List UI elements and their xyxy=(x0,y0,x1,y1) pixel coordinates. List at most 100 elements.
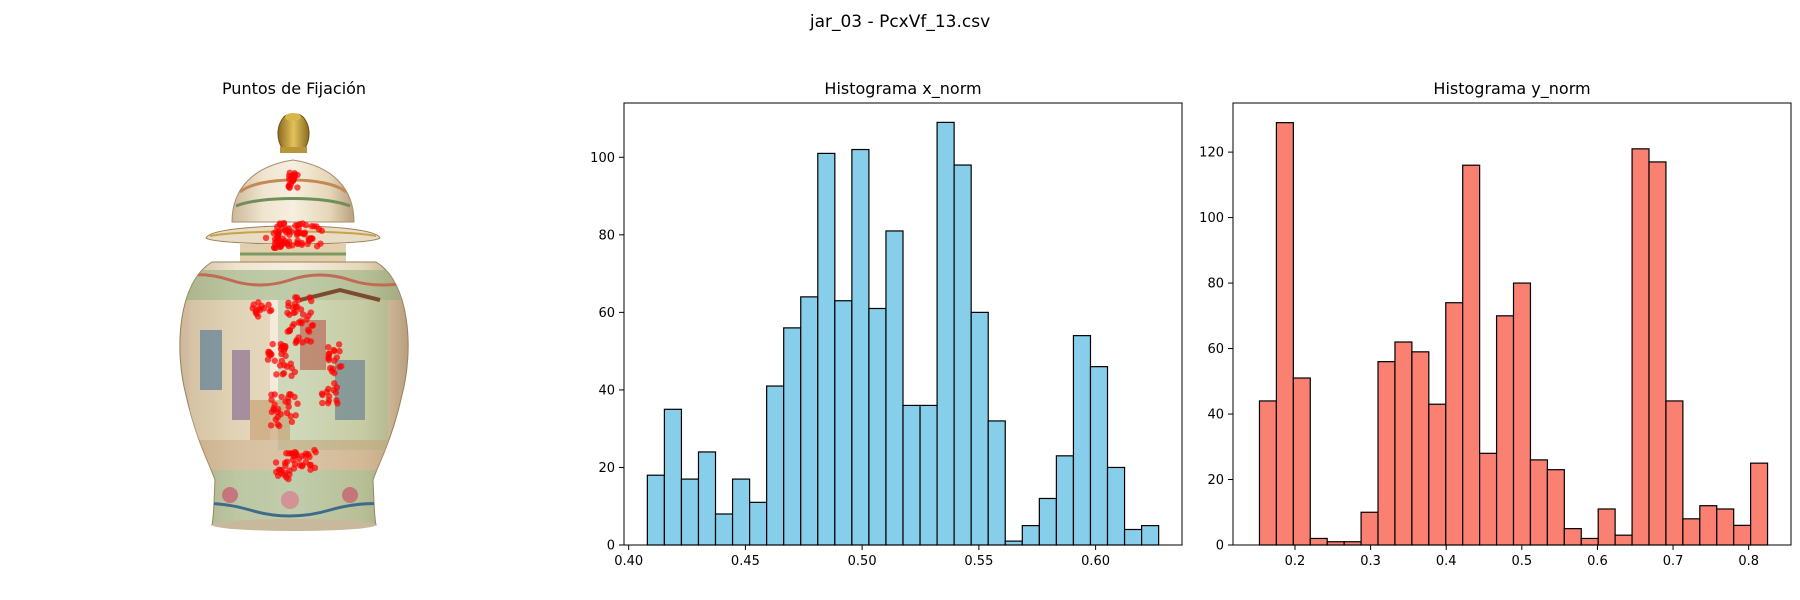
fixation-point xyxy=(310,223,318,230)
histogram-x-xtick-label: 0.40 xyxy=(614,554,643,569)
histogram-x-ytick-label: 60 xyxy=(598,306,615,321)
fixation-point xyxy=(271,244,278,252)
fixation-point xyxy=(325,355,332,362)
fixation-point xyxy=(294,184,301,191)
fixation-point xyxy=(307,235,314,242)
fixation-point xyxy=(292,339,299,347)
histogram-y-ytick-label: 40 xyxy=(1207,408,1224,423)
histogram-y-bar xyxy=(1716,508,1735,546)
histogram-y-bar xyxy=(1275,122,1294,546)
fixation-point xyxy=(307,461,314,469)
fixation-point xyxy=(268,396,275,404)
histogram-y-bar xyxy=(1445,302,1464,546)
fixation-point xyxy=(275,231,282,238)
histogram-y-xtick-label: 0.8 xyxy=(1738,554,1759,569)
histogram-x-bars xyxy=(646,121,1160,546)
fixation-point xyxy=(299,311,307,318)
histogram-x-bar xyxy=(663,408,683,546)
fixation-point xyxy=(289,456,297,463)
fixation-point xyxy=(262,234,270,242)
histogram-x-xtick-label: 0.55 xyxy=(964,554,993,569)
fixation-point xyxy=(278,393,285,401)
histogram-y-bar xyxy=(1733,524,1752,546)
histogram-x-bar xyxy=(953,164,972,546)
fixation-point xyxy=(297,318,304,325)
histogram-x-bar xyxy=(1106,466,1126,546)
histogram-y-bar xyxy=(1411,351,1430,546)
fixation-point xyxy=(289,304,297,311)
fixation-point xyxy=(302,458,310,466)
histogram-x-bar xyxy=(1072,335,1092,546)
fixation-point xyxy=(306,294,314,301)
histogram-x-bar xyxy=(697,451,717,546)
histogram-x-yaxis: 0 20 40 60 80 100 xyxy=(590,151,624,554)
fixation-point xyxy=(278,357,286,365)
fixation-point xyxy=(276,422,283,430)
fixation-point xyxy=(323,388,331,396)
histogram-y-bar xyxy=(1597,508,1616,546)
fixation-point xyxy=(284,309,291,317)
histogram-x-bar xyxy=(885,230,904,546)
fixation-point xyxy=(294,400,301,407)
fixation-point xyxy=(336,363,343,371)
histogram-x-frame xyxy=(623,102,1183,546)
histogram-y-ytick-label: 80 xyxy=(1207,277,1224,292)
fixation-point xyxy=(324,399,332,407)
fixation-point xyxy=(281,471,288,479)
histogram-y-frame xyxy=(1232,102,1792,546)
histogram-y-ytick-label: 100 xyxy=(1199,211,1224,226)
fixation-point xyxy=(307,309,315,316)
histogram-x-xtick-label: 0.45 xyxy=(731,554,760,569)
fixation-point xyxy=(292,412,299,419)
histogram-x-xaxis: 0.40 0.45 0.50 0.55 0.60 xyxy=(614,545,1110,569)
histogram-x-ytick-label: 80 xyxy=(598,228,615,243)
fixation-point xyxy=(268,408,276,416)
histogram-y-bar xyxy=(1428,403,1447,546)
histogram-y-bar xyxy=(1614,534,1633,546)
fixation-point xyxy=(256,306,264,314)
histogram-x-ytick-label: 0 xyxy=(607,539,615,554)
histogram-y-bar xyxy=(1529,459,1548,546)
histogram-x-bar xyxy=(1038,497,1057,546)
fixation-point xyxy=(289,242,296,249)
histogram-x-ytick-label: 100 xyxy=(590,151,615,166)
histogram-x-bar xyxy=(902,404,921,546)
fixation-point xyxy=(333,397,340,404)
fixation-point xyxy=(330,346,337,354)
fixation-point xyxy=(288,418,296,426)
fixation-point xyxy=(271,357,278,364)
fixation-point xyxy=(281,459,289,467)
histogram-y-bar xyxy=(1377,361,1396,546)
fixation-point xyxy=(273,371,280,378)
histogram-x-ytick-label: 20 xyxy=(598,461,615,476)
histogram-y-bar xyxy=(1648,161,1667,546)
fixation-point xyxy=(317,240,324,247)
fixation-point xyxy=(268,391,275,398)
figure-title: jar_03 - PcxVf_13.csv xyxy=(809,12,990,32)
histogram-x-bar xyxy=(851,148,870,546)
fixation-point xyxy=(325,343,332,351)
histogram-y-bar xyxy=(1682,518,1701,546)
histogram-x-bar xyxy=(714,513,734,546)
fixation-point xyxy=(290,320,297,328)
fixation-point xyxy=(304,240,311,248)
fixation-point xyxy=(267,352,274,359)
histogram-y-xaxis: 0.2 0.3 0.4 0.5 0.6 0.7 0.8 xyxy=(1285,545,1759,569)
fixation-points xyxy=(249,169,345,483)
histogram-y-ytick-label: 20 xyxy=(1207,473,1224,488)
fixation-point xyxy=(254,313,262,320)
histogram-y-xtick-label: 0.7 xyxy=(1663,554,1684,569)
histogram-y-bar xyxy=(1258,400,1277,546)
fixation-point xyxy=(285,403,292,410)
histogram-x-bar xyxy=(919,404,938,546)
histogram-x-xtick-label: 0.50 xyxy=(848,554,877,569)
histogram-y-bar xyxy=(1360,511,1379,546)
histogram-x-bar xyxy=(987,420,1006,546)
fixation-point xyxy=(298,229,305,237)
image-panel: Puntos de Fijación xyxy=(179,79,409,531)
fixation-point xyxy=(286,326,293,334)
fixation-point xyxy=(294,237,301,244)
histogram-y-norm: Histograma y_norm 0.2 0.3 0.4 0.5 0.6 0.7 0.8 … xyxy=(1199,79,1792,569)
histogram-y-bar xyxy=(1699,505,1718,546)
histogram-y-xtick-label: 0.3 xyxy=(1360,554,1381,569)
